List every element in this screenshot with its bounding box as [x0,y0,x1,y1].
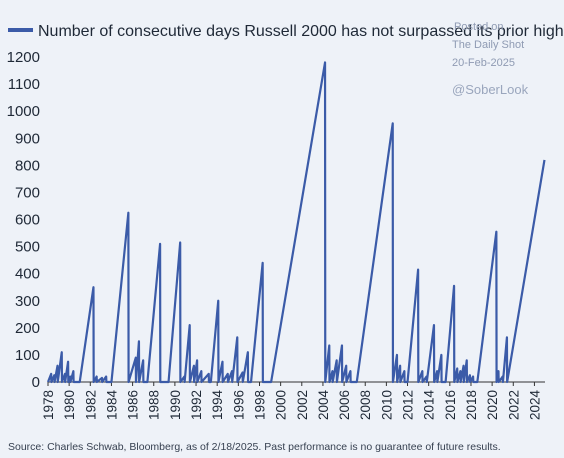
watermark-line1: Posted on [454,21,504,33]
x-tick-label: 1980 [62,390,77,420]
x-tick-label: 2006 [337,390,352,420]
legend: Number of consecutive days Russell 2000 … [8,23,564,40]
x-tick-label: 1982 [83,390,98,420]
x-tick-label: 1992 [189,390,204,420]
y-tick-label: 1200 [7,49,40,66]
y-tick-label: 1100 [8,76,40,93]
watermark: Posted on The Daily Shot 20-Feb-2025 @So… [452,21,529,97]
x-tick-label: 2000 [274,390,289,420]
y-tick-label: 100 [15,347,40,364]
x-tick-label: 2008 [358,390,373,420]
x-tick-label: 2018 [464,390,479,420]
x-tick-label: 1984 [104,390,119,421]
x-tick-label: 2004 [316,390,331,421]
x-tick-label: 2010 [379,390,394,420]
series-group [46,61,546,384]
x-tick-label: 2020 [485,390,500,420]
watermark-date: 20-Feb-2025 [452,57,515,69]
y-tick-label: 0 [32,374,40,391]
y-tick-label: 400 [15,266,40,283]
y-tick-label: 200 [15,320,40,337]
y-tick-label: 700 [15,184,40,201]
y-tick-label: 600 [15,212,40,229]
x-tick-label: 2016 [443,390,458,420]
x-tick-label: 1994 [210,390,225,421]
y-tick-label: 300 [15,293,40,310]
watermark-line2: The Daily Shot [452,39,524,51]
y-tick-label: 1000 [7,103,40,120]
y-tick-label: 800 [15,157,40,174]
x-tick-label: 1996 [231,390,246,420]
x-axis-ticks: 1978 1980 1982 1984 1986 1988 1990 1992 1994 1996… [41,382,542,420]
x-tick-label: 1986 [126,390,141,420]
watermark-handle: @SoberLook [452,82,529,97]
x-tick-label: 1990 [168,390,183,420]
x-tick-label: 2014 [422,390,437,421]
x-tick-label: 2012 [401,390,416,420]
x-tick-label: 1998 [252,390,267,420]
series-line [46,61,546,384]
source-note: Source: Charles Schwab, Bloomberg, as of… [8,441,501,453]
x-tick-label: 1988 [147,390,162,420]
y-axis-ticks: 0 100 200 300 400 500 600 700 800 900 1000 1100 1200 [7,49,40,391]
legend-label: Number of consecutive days Russell 2000 … [38,23,564,40]
x-tick-label: 2024 [527,390,542,421]
y-tick-label: 500 [15,239,40,256]
x-tick-label: 2022 [506,390,521,420]
x-tick-label: 1978 [41,390,56,420]
x-tick-label: 2002 [295,390,310,420]
y-tick-label: 900 [15,130,40,147]
